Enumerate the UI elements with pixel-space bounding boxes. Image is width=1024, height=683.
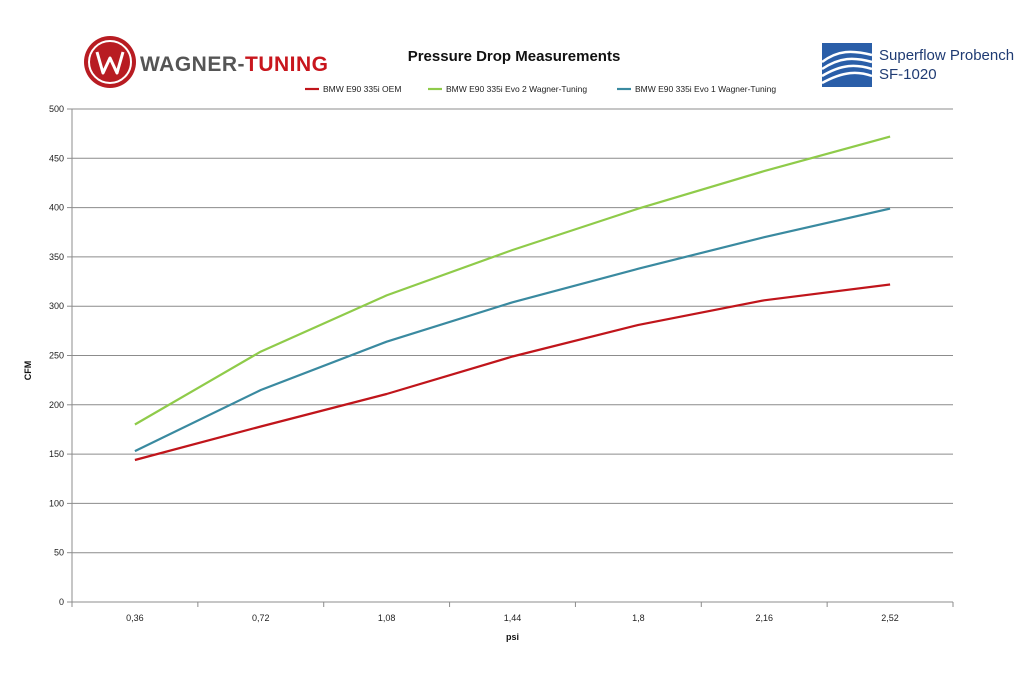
y-axis-ticks: 0 50 100 150 200 250 300 350 400 450 500 <box>49 104 72 607</box>
y-tick-label: 200 <box>49 400 64 410</box>
superflow-line1: Superflow Probench <box>879 47 1014 64</box>
legend-label-2: BMW E90 335i Evo 2 Wagner-Tuning <box>446 84 587 94</box>
logo-name-part1: WAGNER- <box>140 53 245 76</box>
y-tick-label: 0 <box>59 597 64 607</box>
superflow-logo: Superflow Probench SF-1020 <box>821 43 1014 87</box>
superflow-line2: SF-1020 <box>879 66 937 83</box>
y-tick-label: 350 <box>49 252 64 262</box>
y-tick-label: 300 <box>49 301 64 311</box>
wagner-tuning-logo: WAGNER-TUNING <box>84 36 329 88</box>
x-tick-label: 0,72 <box>252 613 270 623</box>
y-tick-label: 100 <box>49 498 64 508</box>
series-line-3 <box>134 207 891 453</box>
series-line-1 <box>134 283 891 462</box>
x-tick-label: 1,08 <box>378 613 396 623</box>
y-tick-label: 250 <box>49 351 64 361</box>
chart-title: Pressure Drop Measurements <box>408 48 621 65</box>
y-tick-label: 150 <box>49 449 64 459</box>
legend-label-3: BMW E90 335i Evo 1 Wagner-Tuning <box>635 84 776 94</box>
y-tick-label: 50 <box>54 548 64 558</box>
superflow-wave-icon <box>821 43 873 87</box>
chart-legend: BMW E90 335i OEM BMW E90 335i Evo 2 Wagne… <box>305 84 776 94</box>
grid-lines <box>72 108 953 554</box>
legend-label-1: BMW E90 335i OEM <box>323 84 401 94</box>
x-axis-title: psi <box>506 632 519 642</box>
wagner-badge-icon <box>84 36 136 88</box>
y-axis-title: CFM <box>23 361 33 381</box>
x-tick-label: 0,36 <box>126 613 144 623</box>
x-tick-label: 2,52 <box>881 613 899 623</box>
x-axis-ticks: 0,36 0,72 1,08 1,44 1,8 2,16 2,52 <box>71 602 954 623</box>
logo-name-part2: TUNING <box>245 53 329 76</box>
y-tick-label: 450 <box>49 153 64 163</box>
y-tick-label: 400 <box>49 203 64 213</box>
series-lines <box>134 135 891 462</box>
y-tick-label: 500 <box>49 104 64 114</box>
svg-text:WAGNER-TUNING: WAGNER-TUNING <box>140 53 329 76</box>
x-tick-label: 2,16 <box>755 613 773 623</box>
series-line-2 <box>134 135 891 426</box>
x-tick-label: 1,8 <box>632 613 645 623</box>
x-tick-label: 1,44 <box>504 613 522 623</box>
